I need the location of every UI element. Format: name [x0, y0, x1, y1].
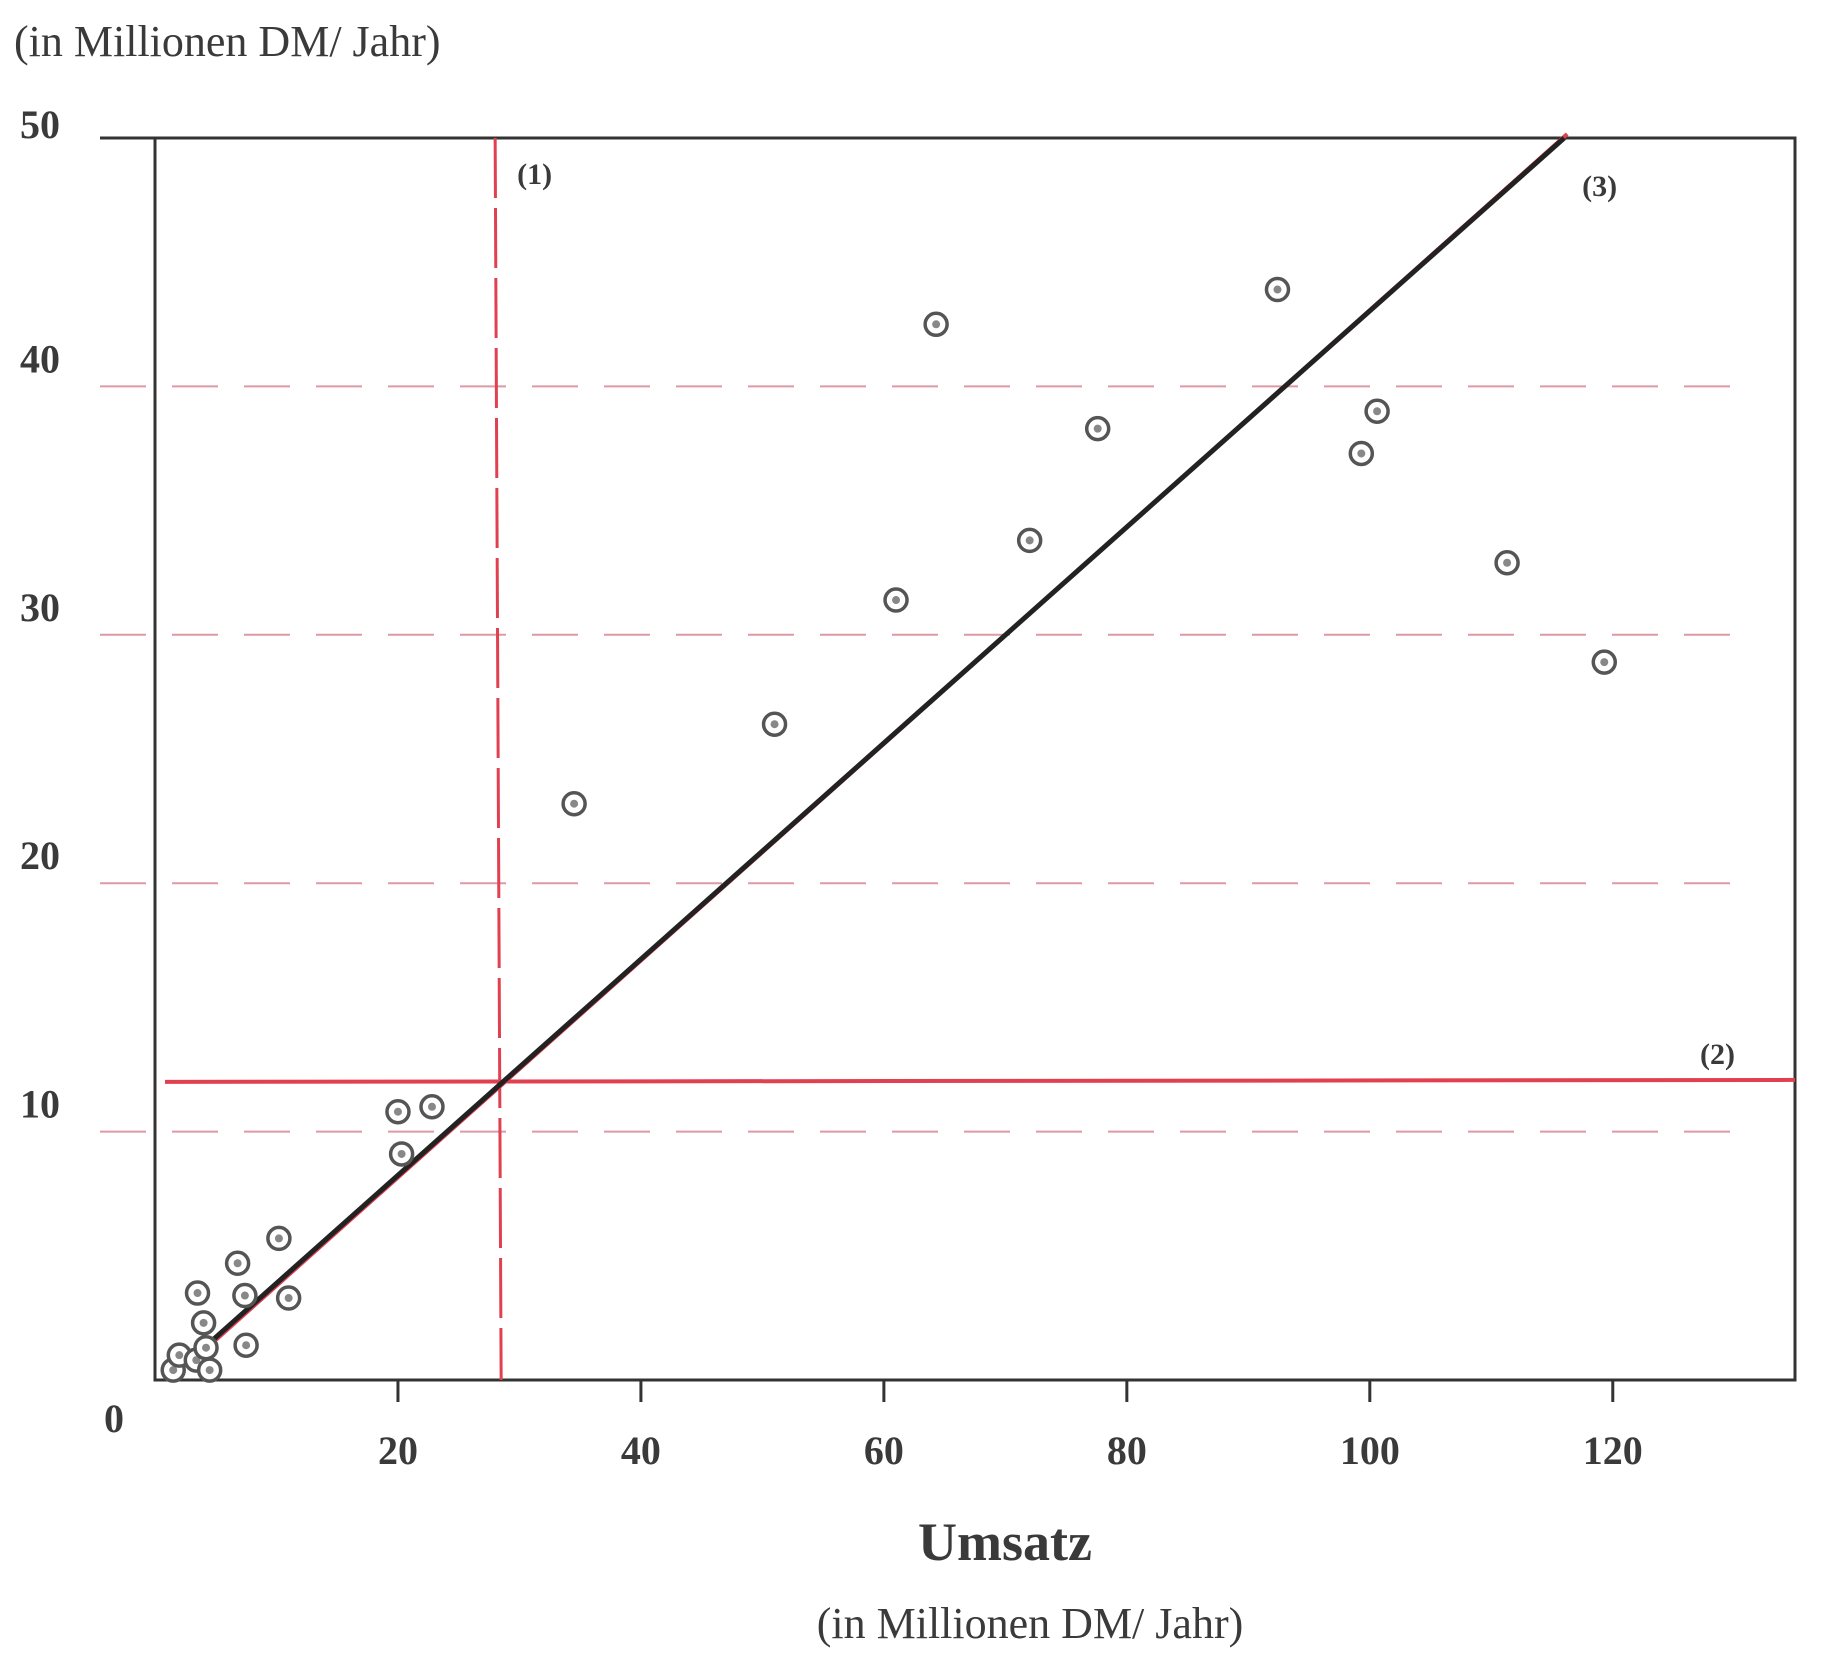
data-point [1348, 440, 1375, 467]
x-axis-title: Umsatz [918, 1512, 1092, 1572]
data-point-center [1093, 424, 1102, 433]
data-point-center [193, 1289, 202, 1298]
gridlines [100, 136, 1755, 1133]
data-point [1084, 415, 1111, 442]
data-point [196, 1357, 223, 1383]
x-tick-label: 100 [1340, 1428, 1400, 1473]
data-points [160, 276, 1618, 1383]
y-tick-label: 20 [20, 833, 60, 878]
data-point-center [770, 720, 779, 729]
data-point [388, 1141, 415, 1167]
data-point [233, 1332, 259, 1358]
data-point [419, 1094, 445, 1120]
reference-label-1: (1) [517, 158, 552, 191]
data-point [1016, 527, 1043, 554]
y-tick-label: 40 [20, 336, 60, 381]
y-tick-label: 50 [20, 102, 60, 147]
plot-frame [153, 136, 1797, 1382]
data-point [275, 1285, 302, 1311]
data-point-center [1600, 658, 1609, 667]
data-point-center [199, 1318, 208, 1327]
data-point [1364, 398, 1390, 424]
data-point-center [393, 1107, 402, 1116]
data-point [761, 711, 788, 737]
x-tick-label: 20 [378, 1428, 418, 1473]
data-point-center [1357, 449, 1366, 458]
data-point-center [892, 596, 901, 605]
data-point-center [1025, 536, 1034, 545]
tick-labels: 20 40 60 80 100 120 10 20 30 40 50 [20, 102, 1643, 1473]
y-tick-label: 10 [20, 1082, 60, 1127]
x-tick-label: 60 [864, 1428, 904, 1473]
horizontal-reference-line [164, 1077, 1796, 1084]
data-point [1264, 276, 1291, 303]
data-point [1591, 649, 1618, 675]
data-point-center [1273, 285, 1282, 294]
data-point-center [202, 1343, 211, 1352]
x-axis-unit-label: (in Millionen DM/ Jahr) [817, 1599, 1244, 1648]
data-point-center [1373, 407, 1382, 416]
origin-label: 0 [104, 1396, 124, 1441]
y-tick-label: 30 [20, 585, 60, 630]
data-point [883, 587, 909, 613]
x-tick-label: 120 [1583, 1428, 1643, 1473]
x-tick-label: 40 [621, 1428, 661, 1473]
data-point-center [284, 1294, 293, 1303]
x-tick-label: 80 [1107, 1428, 1147, 1473]
y-axis-unit-label: (in Millionen DM/ Jahr) [14, 17, 441, 66]
data-point [232, 1282, 258, 1309]
data-point [193, 1334, 219, 1361]
data-point-center [1503, 558, 1512, 567]
data-point [385, 1098, 411, 1125]
reference-label-2: (2) [1700, 1038, 1735, 1071]
data-point [1494, 550, 1520, 576]
data-point [224, 1250, 251, 1277]
data-point [184, 1280, 211, 1306]
data-point-center [205, 1366, 214, 1375]
data-point [561, 790, 587, 817]
regression-line [208, 136, 1566, 1345]
vertical-reference-line [493, 137, 503, 1381]
data-point-center [274, 1234, 283, 1243]
reference-label-3: (3) [1582, 170, 1617, 203]
data-point [923, 311, 949, 338]
data-point-center [233, 1259, 242, 1268]
data-point-center [932, 320, 941, 329]
data-point-center [242, 1341, 251, 1350]
data-point [266, 1225, 292, 1252]
data-point-center [397, 1149, 406, 1158]
data-point [190, 1310, 217, 1336]
data-point-center [192, 1356, 201, 1365]
reference-lines: (1) (2) (3) [164, 132, 1796, 1381]
data-point-center [570, 799, 579, 808]
data-point-center [169, 1366, 178, 1375]
data-point-center [240, 1291, 249, 1300]
data-point-center [175, 1351, 184, 1360]
data-point-center [427, 1102, 436, 1111]
